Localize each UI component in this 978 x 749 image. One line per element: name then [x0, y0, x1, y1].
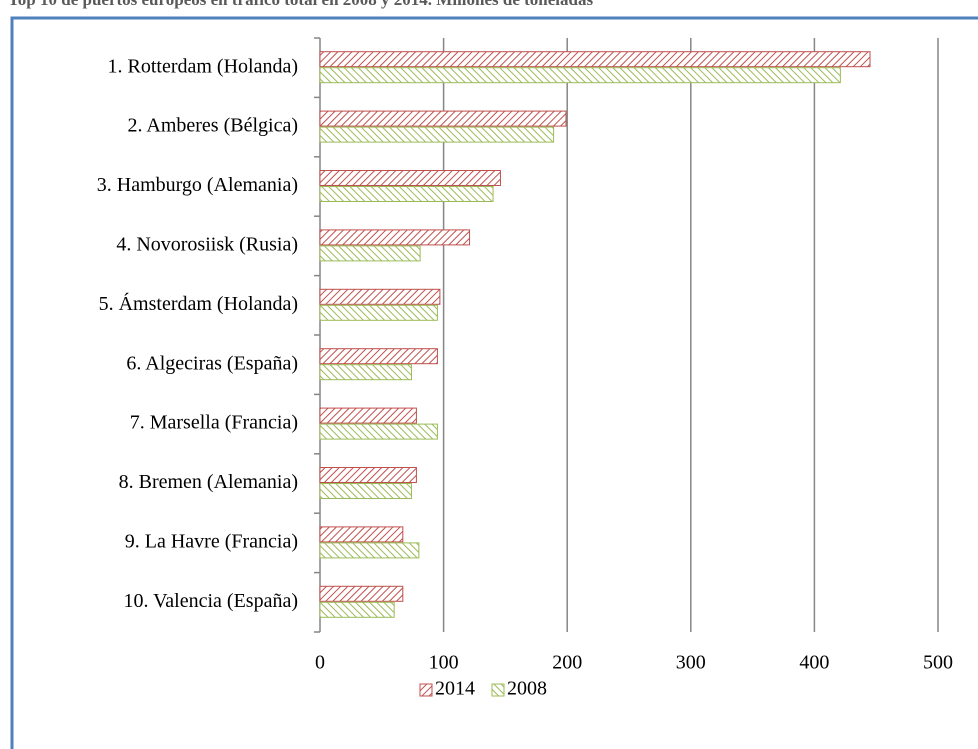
legend-label: 2014	[435, 678, 475, 700]
legend-swatch	[491, 683, 505, 697]
y-tick-label: 10. Valencia (España)	[123, 590, 298, 612]
bar	[319, 601, 395, 618]
chart-title: Top 10 de puertos europeos en tráfico to…	[8, 0, 593, 9]
bar	[319, 110, 567, 127]
y-tick-label: 7. Marsella (Francia)	[130, 412, 298, 434]
bar	[319, 229, 471, 246]
x-tick-label: 100	[429, 652, 459, 674]
legend-label: 2008	[507, 678, 547, 700]
bar	[319, 186, 494, 202]
bar	[319, 483, 412, 499]
x-tick-label: 0	[315, 652, 325, 674]
chart-frame	[10, 16, 978, 749]
bar	[319, 423, 438, 440]
y-tick-label: 1. Rotterdam (Holanda)	[108, 55, 299, 77]
x-tick-label: 300	[676, 652, 706, 674]
y-tick-label: 8. Bremen (Alemania)	[119, 471, 298, 493]
y-tick-label: 3. Hamburgo (Alemania)	[97, 174, 298, 196]
x-tick-label: 400	[799, 652, 829, 674]
bar	[319, 348, 438, 365]
x-tick-label: 200	[552, 652, 582, 674]
y-tick-label: 5. Ámsterdam (Holanda)	[99, 292, 298, 315]
x-tick-label: 500	[923, 652, 953, 674]
bar	[319, 304, 438, 321]
bar	[319, 467, 417, 483]
legend-swatch	[419, 683, 433, 697]
bar	[319, 526, 404, 543]
bar	[319, 288, 441, 305]
y-tick-label: 9. La Havre (Francia)	[125, 530, 298, 552]
y-tick-label: 4. Novorosiisk (Rusia)	[116, 233, 298, 255]
bar	[319, 364, 412, 381]
bar	[319, 542, 420, 559]
bar	[319, 245, 421, 262]
bar	[319, 407, 417, 424]
bar	[319, 51, 871, 68]
bar	[319, 170, 501, 186]
bar	[319, 585, 404, 602]
bar	[319, 67, 841, 84]
bar	[319, 126, 555, 143]
y-tick-label: 2. Amberes (Bélgica)	[128, 115, 299, 137]
y-tick-label: 6. Algeciras (España)	[126, 352, 298, 374]
